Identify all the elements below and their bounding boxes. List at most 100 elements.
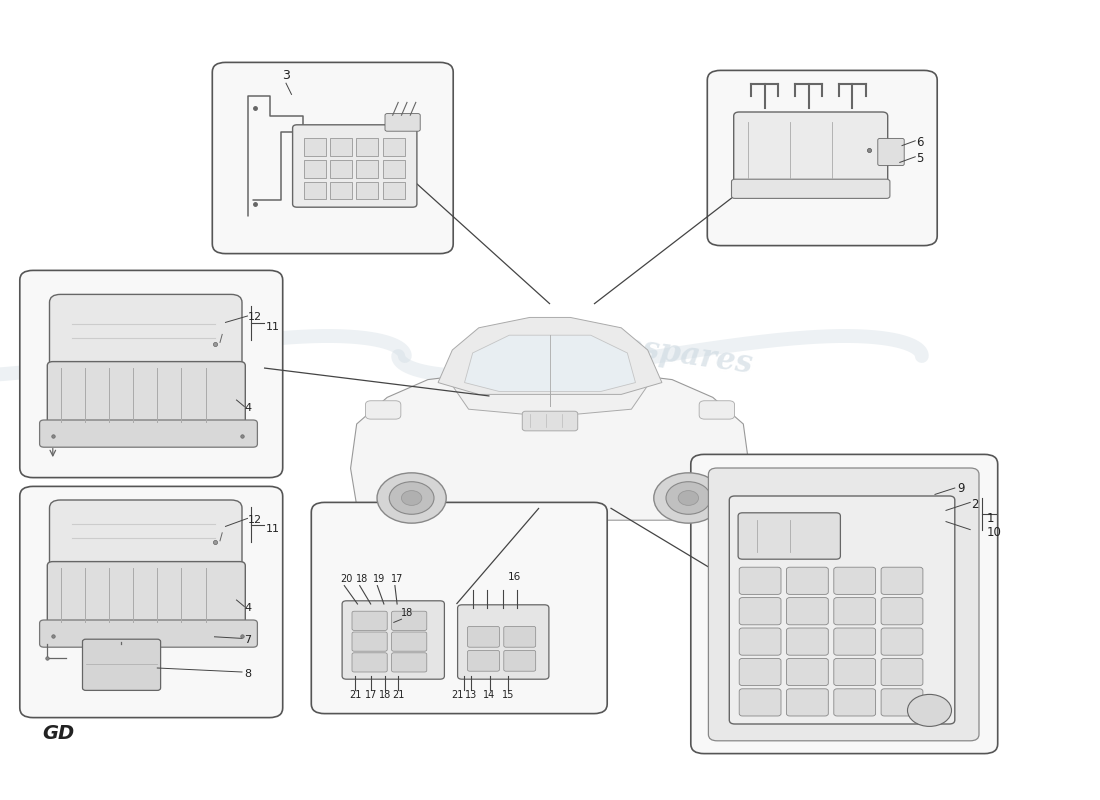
Text: GD: GD	[42, 724, 74, 743]
FancyBboxPatch shape	[468, 650, 499, 671]
FancyBboxPatch shape	[739, 658, 781, 686]
FancyBboxPatch shape	[293, 125, 417, 207]
FancyBboxPatch shape	[47, 362, 245, 430]
FancyBboxPatch shape	[330, 160, 352, 178]
FancyBboxPatch shape	[383, 182, 405, 199]
FancyBboxPatch shape	[834, 689, 876, 716]
Text: 13: 13	[464, 690, 477, 699]
FancyBboxPatch shape	[504, 626, 536, 647]
FancyBboxPatch shape	[392, 632, 427, 651]
Circle shape	[389, 482, 434, 514]
Text: 4: 4	[244, 403, 251, 413]
Text: 5: 5	[916, 152, 924, 165]
Polygon shape	[438, 318, 662, 394]
FancyBboxPatch shape	[356, 160, 378, 178]
FancyBboxPatch shape	[212, 62, 453, 254]
FancyBboxPatch shape	[881, 658, 923, 686]
FancyBboxPatch shape	[786, 658, 828, 686]
FancyBboxPatch shape	[834, 658, 876, 686]
FancyBboxPatch shape	[738, 513, 840, 559]
FancyBboxPatch shape	[82, 639, 161, 690]
Circle shape	[653, 473, 723, 523]
FancyBboxPatch shape	[304, 182, 326, 199]
FancyBboxPatch shape	[786, 567, 828, 594]
Text: 2: 2	[971, 498, 979, 510]
FancyBboxPatch shape	[729, 496, 955, 724]
Text: 21: 21	[392, 690, 405, 699]
FancyBboxPatch shape	[700, 401, 735, 419]
Text: 18: 18	[378, 690, 392, 699]
FancyBboxPatch shape	[20, 270, 283, 478]
Circle shape	[666, 482, 711, 514]
FancyBboxPatch shape	[834, 567, 876, 594]
FancyBboxPatch shape	[352, 632, 387, 651]
Text: 17: 17	[364, 690, 377, 699]
FancyBboxPatch shape	[504, 650, 536, 671]
Text: 1: 1	[987, 512, 994, 525]
FancyBboxPatch shape	[707, 70, 937, 246]
FancyBboxPatch shape	[734, 112, 888, 188]
Text: 18: 18	[400, 608, 414, 618]
Text: 16: 16	[508, 572, 521, 582]
Text: eurospares: eurospares	[47, 323, 239, 381]
Text: 12: 12	[248, 312, 262, 322]
FancyBboxPatch shape	[330, 182, 352, 199]
FancyBboxPatch shape	[834, 598, 876, 625]
FancyBboxPatch shape	[878, 138, 904, 166]
Text: 15: 15	[502, 690, 515, 699]
FancyBboxPatch shape	[691, 454, 998, 754]
Text: 18: 18	[355, 574, 368, 584]
FancyBboxPatch shape	[304, 160, 326, 178]
FancyBboxPatch shape	[20, 486, 283, 718]
FancyBboxPatch shape	[786, 598, 828, 625]
FancyBboxPatch shape	[739, 598, 781, 625]
FancyBboxPatch shape	[458, 605, 549, 679]
Circle shape	[377, 473, 447, 523]
FancyBboxPatch shape	[311, 502, 607, 714]
FancyBboxPatch shape	[392, 653, 427, 672]
Polygon shape	[449, 368, 651, 417]
FancyBboxPatch shape	[47, 562, 245, 630]
Circle shape	[679, 490, 699, 506]
Text: 8: 8	[244, 669, 251, 678]
Circle shape	[402, 490, 421, 506]
Text: 14: 14	[483, 690, 496, 699]
FancyBboxPatch shape	[352, 611, 387, 630]
FancyBboxPatch shape	[522, 411, 578, 431]
Text: 7: 7	[244, 635, 251, 645]
FancyBboxPatch shape	[50, 294, 242, 376]
FancyBboxPatch shape	[40, 620, 257, 647]
FancyBboxPatch shape	[352, 653, 387, 672]
FancyBboxPatch shape	[468, 626, 499, 647]
Polygon shape	[351, 368, 749, 520]
FancyBboxPatch shape	[330, 138, 352, 156]
Text: 9: 9	[957, 482, 965, 494]
FancyBboxPatch shape	[40, 420, 257, 447]
FancyBboxPatch shape	[786, 689, 828, 716]
FancyBboxPatch shape	[739, 628, 781, 655]
Text: 4: 4	[244, 603, 251, 613]
FancyBboxPatch shape	[732, 179, 890, 198]
FancyBboxPatch shape	[881, 689, 923, 716]
Text: eurospares: eurospares	[564, 323, 756, 381]
Text: 21: 21	[349, 690, 362, 699]
FancyBboxPatch shape	[739, 689, 781, 716]
FancyBboxPatch shape	[342, 601, 444, 679]
Text: 20: 20	[340, 574, 353, 584]
Text: 21: 21	[451, 690, 464, 699]
FancyBboxPatch shape	[365, 401, 400, 419]
Text: 12: 12	[248, 515, 262, 525]
FancyBboxPatch shape	[356, 138, 378, 156]
FancyBboxPatch shape	[881, 567, 923, 594]
Text: 6: 6	[916, 136, 924, 149]
FancyBboxPatch shape	[739, 567, 781, 594]
Text: 10: 10	[987, 526, 1002, 538]
FancyBboxPatch shape	[383, 160, 405, 178]
Polygon shape	[464, 335, 636, 391]
FancyBboxPatch shape	[304, 138, 326, 156]
FancyBboxPatch shape	[50, 500, 242, 576]
FancyBboxPatch shape	[383, 138, 405, 156]
FancyBboxPatch shape	[834, 628, 876, 655]
Text: 19: 19	[373, 574, 386, 584]
FancyBboxPatch shape	[392, 611, 427, 630]
